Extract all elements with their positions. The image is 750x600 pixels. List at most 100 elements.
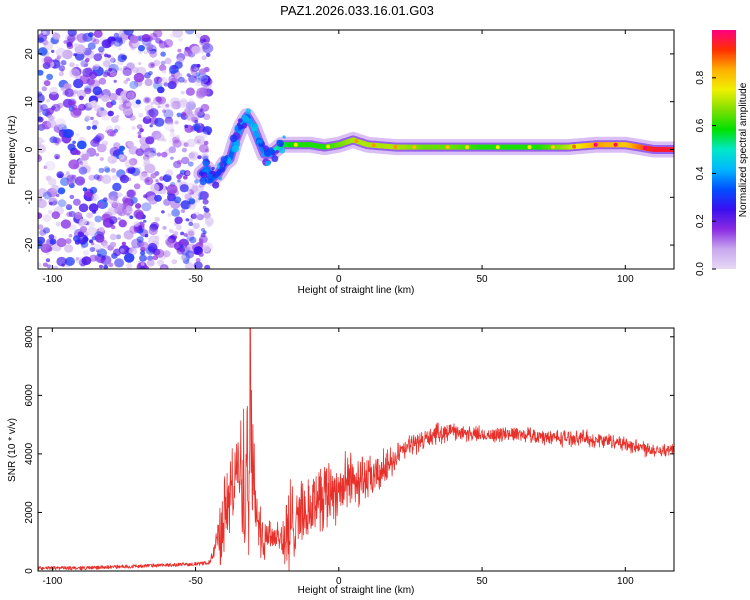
noise-speckle xyxy=(198,252,204,257)
noise-speckle xyxy=(111,174,118,181)
noise-speckle xyxy=(93,30,103,38)
noise-speckle xyxy=(90,100,98,107)
noise-speckle xyxy=(42,214,52,222)
noise-speckle xyxy=(135,99,141,105)
noise-speckle xyxy=(165,44,169,48)
noise-speckle xyxy=(150,221,159,230)
noise-speckle xyxy=(66,204,71,208)
noise-speckle xyxy=(38,136,44,145)
noise-speckle xyxy=(191,45,201,55)
noise-speckle xyxy=(69,224,77,231)
noise-speckle xyxy=(93,244,102,251)
noise-speckle xyxy=(162,69,167,74)
noise-speckle xyxy=(42,39,49,46)
noise-speckle xyxy=(133,72,145,83)
noise-speckle xyxy=(58,65,66,72)
ridge-blob xyxy=(266,147,274,155)
noise-speckle xyxy=(146,109,155,118)
noise-speckle xyxy=(75,150,81,156)
noise-speckle xyxy=(108,262,114,268)
noise-speckle xyxy=(188,151,199,161)
noise-speckle xyxy=(195,258,201,263)
noise-speckle xyxy=(177,223,182,228)
ridge-blob xyxy=(237,118,243,123)
noise-speckle xyxy=(194,119,199,124)
noise-speckle xyxy=(60,219,71,229)
x-tick-label: 0 xyxy=(336,274,342,285)
noise-speckle xyxy=(137,134,142,139)
noise-speckle xyxy=(158,76,168,86)
noise-speckle xyxy=(190,100,195,105)
noise-speckle xyxy=(147,242,158,252)
noise-speckle xyxy=(136,124,143,130)
noise-speckle xyxy=(148,61,156,69)
noise-speckle xyxy=(121,241,126,246)
noise-speckle xyxy=(101,94,110,103)
noise-speckle xyxy=(150,173,157,179)
noise-speckle xyxy=(127,140,135,148)
bottom-x-axis: -100 -50 0 50 100 xyxy=(42,328,634,587)
colorbar-label: Normalized spectral amplitude xyxy=(738,82,749,217)
noise-speckle xyxy=(90,242,95,246)
ridge-blob xyxy=(224,155,229,159)
ridge-blob xyxy=(211,166,215,171)
noise-speckle xyxy=(110,100,117,106)
noise-speckle xyxy=(173,160,182,169)
noise-speckle xyxy=(91,125,98,130)
noise-speckle xyxy=(99,264,103,269)
noise-speckle xyxy=(38,116,44,123)
noise-speckle xyxy=(90,138,100,147)
noise-speckle xyxy=(144,177,154,186)
ridge-peak xyxy=(326,144,331,149)
noise-speckle xyxy=(56,171,64,179)
noise-speckle xyxy=(168,146,177,154)
noise-speckle xyxy=(42,227,51,234)
noise-speckle xyxy=(157,86,165,94)
noise-speckle xyxy=(162,250,171,258)
noise-speckle xyxy=(81,256,92,266)
noise-speckle xyxy=(180,90,185,95)
noise-speckle xyxy=(90,37,97,43)
noise-speckle xyxy=(154,248,165,258)
noise-speckle xyxy=(86,147,97,157)
ridge-peak xyxy=(643,146,648,150)
noise-speckle xyxy=(179,99,189,108)
noise-speckle xyxy=(199,86,211,97)
noise-speckle xyxy=(172,30,184,38)
noise-speckle xyxy=(172,139,182,148)
noise-speckle xyxy=(70,100,76,106)
noise-speckle xyxy=(55,47,66,58)
noise-speckle xyxy=(82,249,90,256)
noise-speckle xyxy=(41,139,46,143)
noise-speckle xyxy=(137,131,142,135)
noise-speckle xyxy=(88,174,95,181)
snr-series-line xyxy=(38,328,674,571)
noise-speckle xyxy=(162,138,167,142)
noise-speckle xyxy=(179,184,189,193)
noise-speckle xyxy=(167,81,177,90)
x-tick-label: 100 xyxy=(617,576,634,587)
noise-speckle xyxy=(77,164,88,175)
noise-speckle xyxy=(38,93,45,104)
noise-speckle xyxy=(123,253,135,263)
y-tick-label: -10 xyxy=(24,190,35,205)
noise-speckle xyxy=(176,112,182,118)
noise-speckle xyxy=(39,229,47,236)
noise-speckle xyxy=(112,201,120,208)
noise-speckle xyxy=(38,144,46,154)
noise-speckle xyxy=(187,161,194,167)
noise-speckle xyxy=(95,133,105,141)
x-tick-label: -100 xyxy=(42,576,62,587)
noise-speckle xyxy=(131,238,143,249)
noise-speckle xyxy=(188,203,196,210)
noise-speckle xyxy=(43,42,47,46)
noise-speckle xyxy=(118,67,123,72)
noise-speckle xyxy=(80,240,89,248)
noise-speckle xyxy=(38,236,46,245)
noise-speckle xyxy=(66,41,73,47)
noise-speckle xyxy=(196,63,201,68)
noise-speckle xyxy=(183,233,188,237)
noise-speckle xyxy=(126,91,135,99)
ridge-blob xyxy=(219,162,225,167)
y-tick-label: 8000 xyxy=(24,325,35,348)
